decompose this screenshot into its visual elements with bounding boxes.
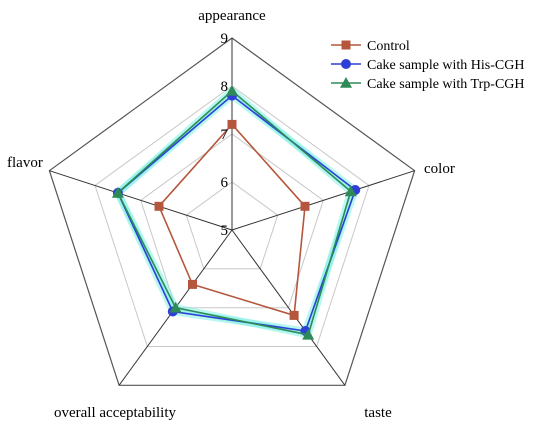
series-1-line [158,123,306,317]
legend: Control Cake sample with His-CGH Cake samp… [331,39,525,92]
series-3-point-overall-acceptability [169,301,182,313]
legend-marker-1 [341,40,351,50]
tick-label-8: 8 [221,79,229,95]
tick-label-7: 7 [221,127,229,143]
axis-label-color: color [424,161,455,177]
axis-label-appearance: appearance [198,8,266,24]
series-3-point-appearance [226,84,238,96]
legend-marker-3 [340,77,352,88]
legend-marker-2 [341,59,351,69]
grid-ring-8 [94,85,370,347]
axis-label-taste: taste [364,405,392,421]
legend-label-3: Cake sample with Trp-CGH [367,77,525,92]
axis-label-overall-acceptability: overall acceptability [54,405,177,421]
tick-label-6: 6 [221,175,229,191]
axis-spoke-color [231,170,415,231]
tick-label-9: 9 [221,31,229,47]
series-1-point-appearance [227,119,237,129]
grid-ring-7 [140,133,324,309]
series-3-point-color [344,185,357,197]
tick-labels: 5 6 7 8 9 [221,31,229,239]
series-1-point-taste [289,310,299,320]
legend-label-2: Cake sample with His-CGH [367,58,524,73]
series-1-point-overall-acceptability [188,279,197,289]
series-1-point-color [300,201,310,211]
axis-labels: appearance color taste overall acceptabilit… [7,8,455,421]
legend-label-1: Control [367,39,410,54]
grid-ring-6 [185,181,279,270]
series-3-point-flavor [111,186,124,198]
series-3-point-taste [302,328,315,340]
grid-ring-9 [48,37,416,386]
series-layer [111,84,361,340]
axis-spoke-flavor [49,170,233,231]
axis-spoke-taste [231,229,346,386]
axis-label-flavor: flavor [7,155,43,171]
tick-label-5: 5 [221,223,229,239]
grid [48,37,416,386]
series-3-line [116,89,352,336]
series-1-point-flavor [154,201,164,211]
